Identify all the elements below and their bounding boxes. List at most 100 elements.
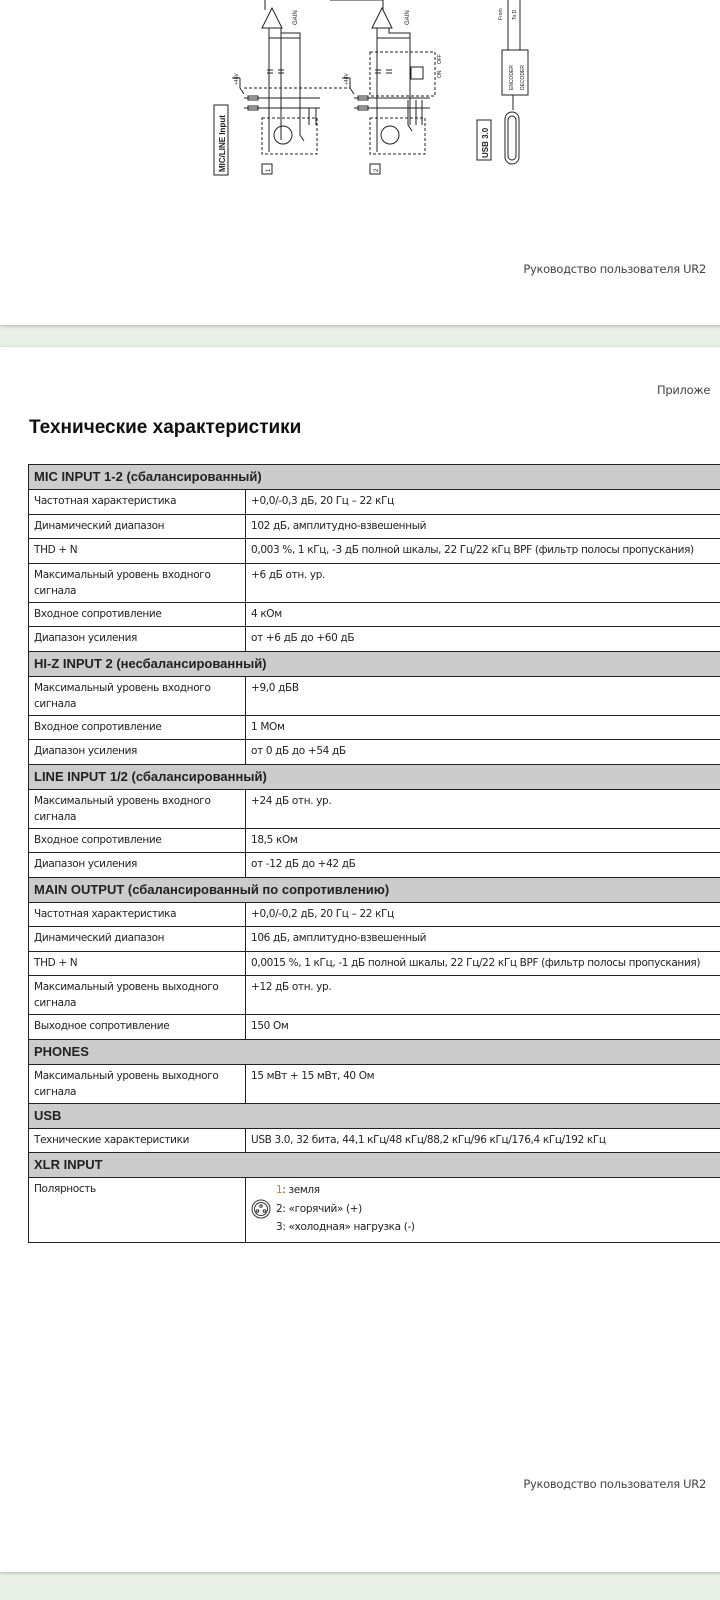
pin-description: : «холодная» нагрузка (-)	[282, 1221, 415, 1233]
section-header: LINE INPUT 1/2 (сбалансированный)	[28, 763, 720, 790]
spec-name: Входное сопротивление	[28, 827, 246, 853]
spec-value: от 0 дБ до +54 дБ	[245, 739, 720, 765]
usb-label: USB 3.0	[481, 127, 490, 158]
on-label: ON	[437, 70, 443, 78]
spec-name: Входное сопротивление	[28, 601, 246, 627]
table-row: Полярность 1: земля 2: «горячий» (+) 3: «х…	[28, 1177, 720, 1243]
spec-name: Максимальный уровень выходного сигнала	[28, 975, 246, 1015]
table-row: Максимальный уровень входного сигнала +24…	[28, 788, 720, 829]
spec-value: +12 дБ отн. ур.	[245, 975, 720, 1015]
table-row: Диапазон усиления от 0 дБ до +54 дБ	[28, 739, 720, 765]
spec-name: Выходное сопротивление	[28, 1014, 246, 1040]
table-row: Частотная характеристика +0,0/-0,3 дБ, 20…	[28, 489, 720, 515]
section-title: LINE INPUT 1/2 (сбалансированный)	[28, 763, 720, 790]
section-title: MAIN OUTPUT (сбалансированный по сопроти…	[28, 876, 720, 903]
table-row: Максимальный уровень выходного сигнала +1…	[28, 975, 720, 1015]
section-header: MIC INPUT 1-2 (сбалансированный)	[28, 464, 720, 490]
spec-name: Диапазон усиления	[28, 626, 246, 652]
table-row: Технические характеристики USB 3.0, 32 би…	[28, 1127, 720, 1153]
spec-name: Технические характеристики	[28, 1127, 246, 1153]
spec-value: 18,5 кОм	[245, 827, 720, 853]
table-row: Выходное сопротивление 150 Ом	[28, 1014, 720, 1040]
table-row: Входное сопротивление 18,5 кОм	[28, 827, 720, 853]
section-title: MIC INPUT 1-2 (сбалансированный)	[28, 464, 720, 490]
spec-value: 102 дБ, амплитудно-взвешенный	[245, 513, 720, 539]
section-title: USB	[28, 1102, 720, 1129]
table-row: THD + N 0,0015 %, 1 кГц, -1 дБ полной шка…	[28, 950, 720, 976]
spec-value: 1 МОм	[245, 714, 720, 740]
table-row: Входное сопротивление 1 МОм	[28, 714, 720, 740]
spec-value: +6 дБ отн. ур.	[245, 562, 720, 603]
spec-name: Полярность	[28, 1177, 246, 1243]
block-diagram: MIC/LINE Input USB 3.0 GAIN GAIN +48V +4…	[213, 0, 529, 176]
spec-name: Входное сопротивление	[28, 714, 246, 740]
section-title: PHONES	[28, 1038, 720, 1065]
table-row: Диапазон усиления от -12 дБ до +42 дБ	[28, 852, 720, 878]
spec-name: Максимальный уровень входного сигнала	[28, 562, 246, 603]
spec-name: Динамический диапазон	[28, 926, 246, 952]
gain-label-2: GAIN	[405, 10, 411, 25]
channel-1-label: 1	[266, 168, 272, 172]
off-label: OFF	[437, 54, 443, 64]
spec-value: 106 дБ, амплитудно-взвешенный	[245, 926, 720, 952]
spec-name: THD + N	[28, 538, 246, 564]
spec-value: 15 мВт + 15 мВт, 40 Ом	[245, 1063, 720, 1104]
spec-value: от +6 дБ до +60 дБ	[245, 626, 720, 652]
spec-name: Частотная характеристика	[28, 901, 246, 927]
table-row: Частотная характеристика +0,0/-0,2 дБ, 20…	[28, 901, 720, 927]
xlr-connector-icon	[251, 1199, 271, 1219]
spec-name: Частотная характеристика	[28, 489, 246, 515]
table-row: THD + N 0,003 %, 1 кГц, -3 дБ полной шкал…	[28, 538, 720, 564]
polarity-item: 3: «холодная» нагрузка (-)	[276, 1218, 720, 1237]
table-row: Диапазон усиления от +6 дБ до +60 дБ	[28, 626, 720, 652]
spec-value: +9,0 дБВ	[245, 675, 720, 716]
section-header: MAIN OUTPUT (сбалансированный по сопроти…	[28, 876, 720, 903]
spec-value: от -12 дБ до +42 дБ	[245, 852, 720, 878]
phantom-label-1: +48V	[234, 73, 240, 85]
pin-number: 1	[276, 1184, 283, 1196]
spec-name: Максимальный уровень выходного сигнала	[28, 1063, 246, 1104]
spec-value: 150 Ом	[245, 1014, 720, 1040]
encoder-label: ENCODER	[509, 65, 515, 90]
spec-value: +0,0/-0,3 дБ, 20 Гц – 22 кГц	[245, 489, 720, 515]
pin-description: : земля	[282, 1184, 320, 1196]
table-row: Динамический диапазон 102 дБ, амплитудно-…	[28, 513, 720, 539]
table-row: Максимальный уровень выходного сигнала 15…	[28, 1063, 720, 1104]
page-title: Технические характеристики	[29, 417, 302, 438]
spec-name: Максимальный уровень входного сигнала	[28, 788, 246, 829]
spec-value: +24 дБ отн. ур.	[245, 788, 720, 829]
spec-name: THD + N	[28, 950, 246, 976]
pin-number: 2	[276, 1202, 283, 1215]
table-row: Динамический диапазон 106 дБ, амплитудно-…	[28, 926, 720, 952]
decoder-label: DECODER	[520, 65, 526, 90]
spec-name: Динамический диапазон	[28, 513, 246, 539]
page-footer: Руководство пользователя UR2	[523, 1477, 706, 1491]
section-title: XLR INPUT	[28, 1152, 720, 1178]
mic-line-label: MIC/LINE Input	[218, 115, 227, 172]
pin-description: : «горячий» (+)	[282, 1202, 362, 1215]
specs-table: MIC INPUT 1-2 (сбалансированный) Частотна…	[28, 464, 720, 1243]
polarity-item: 2: «горячий» (+)	[276, 1200, 720, 1219]
spec-value: +0,0/-0,2 дБ, 20 Гц – 22 кГц	[245, 901, 720, 927]
spec-value: 0,0015 %, 1 кГц, -1 дБ полной шкалы, 22 …	[245, 950, 720, 976]
section-header: XLR INPUT	[28, 1152, 720, 1178]
section-header: PHONES	[28, 1038, 720, 1065]
section-header: USB	[28, 1102, 720, 1129]
page-2: Приложе Технические характеристики MIC I…	[0, 347, 720, 1572]
polarity-item: 1: земля	[276, 1181, 720, 1200]
gain-label-1: GAIN	[293, 10, 299, 25]
table-row: Максимальный уровень входного сигнала +6 …	[28, 562, 720, 603]
pin-number: 3	[276, 1221, 283, 1233]
from-label: From	[498, 8, 504, 20]
spec-name: Диапазон усиления	[28, 852, 246, 878]
to-label: To D	[512, 9, 518, 20]
table-row: Входное сопротивление 4 кОм	[28, 601, 720, 627]
spec-value: USB 3.0, 32 бита, 44,1 кГц/48 кГц/88,2 к…	[245, 1127, 720, 1153]
section-header: HI-Z INPUT 2 (несбалансированный)	[28, 650, 720, 677]
channel-2-label: 2	[374, 168, 380, 172]
page-footer: Руководство пользователя UR2	[523, 262, 706, 276]
polarity-list: 1: земля 2: «горячий» (+) 3: «холодная» на…	[251, 1181, 720, 1237]
page-header: Приложе	[657, 383, 711, 397]
section-title: HI-Z INPUT 2 (несбалансированный)	[28, 650, 720, 677]
page-1: MIC/LINE Input USB 3.0 GAIN GAIN +48V +4…	[0, 0, 720, 325]
